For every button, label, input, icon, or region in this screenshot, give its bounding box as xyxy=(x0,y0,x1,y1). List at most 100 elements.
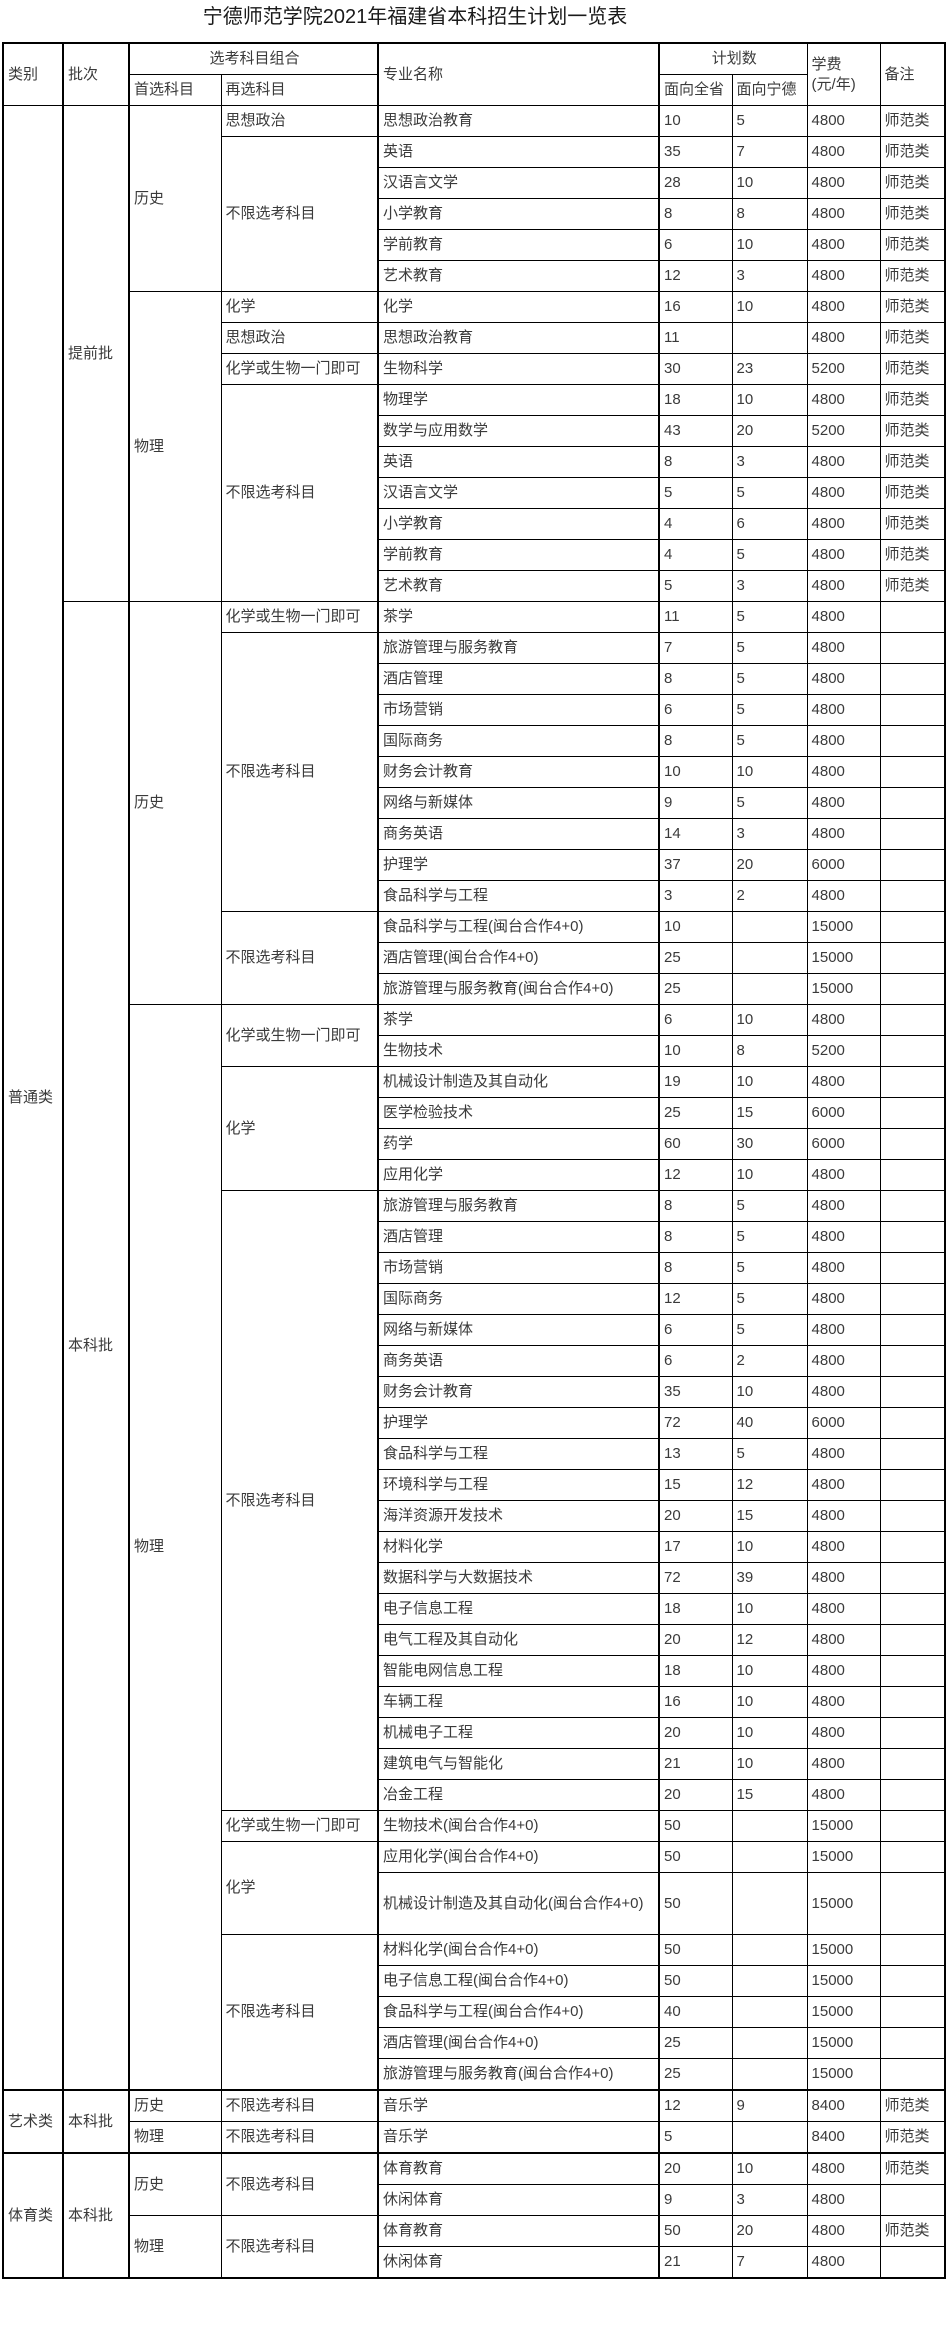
cell-plan-province: 25 xyxy=(658,2027,733,2059)
cell-plan-province: 15 xyxy=(658,1469,733,1501)
cell-major: 汉语言文学 xyxy=(377,167,660,199)
cell-plan-province: 6 xyxy=(658,1004,733,1036)
cell-plan-ningde: 3 xyxy=(731,570,808,602)
header-category: 类别 xyxy=(2,42,64,106)
table-row: 酒店管理(闽台合作4+0) 25 15000 xyxy=(3,2027,946,2059)
cell-remark xyxy=(879,1407,946,1439)
table-row: 车辆工程 16 10 4800 xyxy=(3,1686,946,1718)
cell-first-subject: 物理 xyxy=(128,1004,222,2091)
cell-plan-province: 11 xyxy=(658,322,733,354)
cell-plan-province: 14 xyxy=(658,818,733,850)
cell-major: 艺术教育 xyxy=(377,570,660,602)
cell-tuition: 4800 xyxy=(806,1655,881,1687)
cell-tuition: 4800 xyxy=(806,2152,881,2185)
cell-tuition: 4800 xyxy=(806,384,881,416)
cell-plan-ningde xyxy=(731,973,808,1005)
cell-major: 数学与应用数学 xyxy=(377,415,660,447)
cell-plan-ningde: 10 xyxy=(731,1531,808,1563)
cell-tuition: 4800 xyxy=(806,1686,881,1718)
cell-remark: 师范类 xyxy=(879,229,946,261)
cell-remark: 师范类 xyxy=(879,2121,946,2154)
cell-tuition: 4800 xyxy=(806,1748,881,1780)
table-row: 食品科学与工程(闽台合作4+0) 40 15000 xyxy=(3,1996,946,2028)
cell-tuition: 4800 xyxy=(806,1500,881,1532)
cell-second-subject: 化学或生物一门即可 xyxy=(220,601,379,633)
cell-remark: 师范类 xyxy=(879,477,946,509)
table-row: 建筑电气与智能化 21 10 4800 xyxy=(3,1748,946,1780)
cell-tuition: 4800 xyxy=(806,663,881,695)
cell-remark xyxy=(879,1810,946,1842)
admission-plan-page: 宁德师范学院2021年福建省本科招生计划一览表 类别 批次 选考科目组合 专业名… xyxy=(2,6,947,2279)
table-row: 不限选考科目 旅游管理与服务教育 8 5 4800 xyxy=(3,1190,946,1811)
table-row: 休闲体育 21 7 4800 xyxy=(3,2246,946,2279)
cell-plan-ningde: 3 xyxy=(731,2184,808,2216)
header-plan-ningde: 面向宁德 xyxy=(731,74,808,106)
cell-remark: 师范类 xyxy=(879,570,946,602)
cell-plan-ningde: 5 xyxy=(731,1252,808,1284)
cell-remark xyxy=(879,1996,946,2028)
cell-tuition: 4800 xyxy=(806,446,881,478)
cell-plan-ningde: 5 xyxy=(731,539,808,571)
cell-plan-province: 72 xyxy=(658,1407,733,1439)
cell-tuition: 4800 xyxy=(806,1066,881,1098)
cell-second-subject: 思想政治 xyxy=(220,322,379,354)
cell-category: 艺术类 xyxy=(2,2089,64,2154)
cell-remark xyxy=(879,1128,946,1160)
cell-tuition: 4800 xyxy=(806,756,881,788)
table-row: 体育类 本科批 历史 不限选考科目 体育教育 20 10 4800 师范类 xyxy=(2,2152,946,2279)
cell-plan-province: 6 xyxy=(658,1314,733,1346)
cell-remark xyxy=(879,2058,946,2091)
cell-plan-province: 12 xyxy=(658,1283,733,1315)
table-row: 本科批 历史 化学或生物一门即可 茶学 11 5 4800 xyxy=(3,601,946,2091)
cell-remark xyxy=(879,1438,946,1470)
cell-plan-province: 50 xyxy=(658,1965,733,1997)
cell-remark xyxy=(879,601,946,633)
cell-plan-province: 8 xyxy=(658,1221,733,1253)
cell-major: 英语 xyxy=(377,446,660,478)
cell-plan-ningde: 5 xyxy=(731,787,808,819)
cell-second-subject: 化学或生物一门即可 xyxy=(220,1810,379,1842)
cell-plan-ningde: 5 xyxy=(731,1438,808,1470)
cell-tuition: 4800 xyxy=(806,1624,881,1656)
table-row: 艺术教育 5 3 4800 师范类 xyxy=(3,570,946,602)
cell-remark: 师范类 xyxy=(879,446,946,478)
table-row: 物理 化学 化学 16 10 4800 师范类 xyxy=(3,291,946,602)
table-row: 物理 不限选考科目 音乐学 5 8400 师范类 xyxy=(3,2121,946,2154)
cell-remark xyxy=(879,1872,946,1935)
cell-remark: 师范类 xyxy=(879,2215,946,2247)
cell-plan-ningde: 10 xyxy=(731,1655,808,1687)
cell-major: 生物技术(闽台合作4+0) xyxy=(377,1810,660,1842)
cell-remark xyxy=(879,1655,946,1687)
cell-plan-ningde: 9 xyxy=(731,2089,808,2122)
table-row: 小学教育 8 8 4800 师范类 xyxy=(3,198,946,230)
cell-plan-ningde xyxy=(731,911,808,943)
cell-plan-province: 25 xyxy=(658,1097,733,1129)
table-row: 机械电子工程 20 10 4800 xyxy=(3,1717,946,1749)
cell-remark xyxy=(879,2184,946,2216)
cell-category: 体育类 xyxy=(2,2152,64,2279)
cell-remark xyxy=(879,725,946,757)
cell-plan-province: 50 xyxy=(658,1934,733,1966)
cell-plan-province: 20 xyxy=(658,2152,733,2185)
cell-major: 药学 xyxy=(377,1128,660,1160)
cell-plan-province: 9 xyxy=(658,2184,733,2216)
header-second-subject: 再选科目 xyxy=(220,74,379,106)
cell-major: 商务英语 xyxy=(377,818,660,850)
cell-plan-ningde: 10 xyxy=(731,167,808,199)
cell-first-subject: 物理 xyxy=(128,2121,222,2154)
cell-remark xyxy=(879,942,946,974)
table-row: 汉语言文学 28 10 4800 师范类 xyxy=(3,167,946,199)
cell-remark xyxy=(879,1686,946,1718)
cell-plan-ningde: 10 xyxy=(731,229,808,261)
cell-remark xyxy=(879,1841,946,1873)
cell-major: 酒店管理 xyxy=(377,1221,660,1253)
table-row: 生物技术 10 8 5200 xyxy=(3,1035,946,1067)
header-tuition-line2: (元/年) xyxy=(811,75,856,93)
header-first-subject: 首选科目 xyxy=(128,74,222,106)
cell-major: 思想政治教育 xyxy=(377,105,660,137)
cell-remark: 师范类 xyxy=(879,260,946,292)
cell-tuition: 15000 xyxy=(806,973,881,1005)
cell-tuition: 15000 xyxy=(806,1965,881,1997)
cell-tuition: 15000 xyxy=(806,1841,881,1873)
cell-major: 建筑电气与智能化 xyxy=(377,1748,660,1780)
